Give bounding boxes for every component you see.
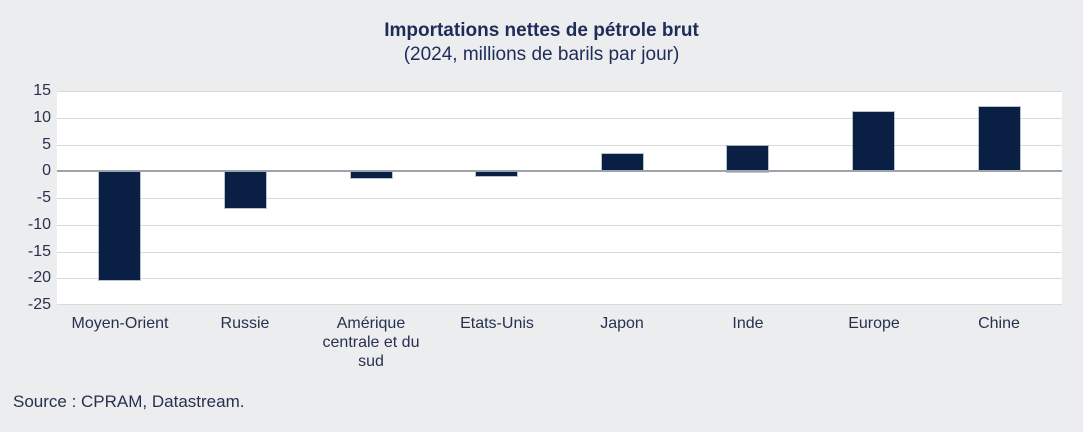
x-tick-label: Etats-Unis [460, 315, 534, 332]
bar-Chine [978, 106, 1021, 172]
bar-Russie [224, 170, 267, 209]
gridline [57, 198, 1062, 199]
bar-Europe [852, 111, 895, 172]
gridline [57, 252, 1062, 253]
x-tick-label: Inde [732, 315, 764, 332]
gridline [57, 278, 1062, 279]
chart-subtitle: (2024, millions de barils par jour) [403, 44, 680, 65]
y-tick-label: -10 [27, 215, 51, 233]
gridline [57, 91, 1062, 92]
zero-axis-line [57, 170, 1062, 172]
gridline [57, 118, 1062, 119]
bar-Moyen-Orient [98, 170, 141, 281]
gridline [57, 145, 1062, 146]
chart-title: Importations nettes de pétrole brut [384, 20, 699, 41]
source-note: Source : CPRAM, Datastream. [13, 392, 245, 411]
y-tick-label: -25 [27, 296, 51, 313]
x-tick-label: Moyen-Orient [71, 315, 169, 332]
y-tick-label: -5 [36, 189, 51, 206]
x-tick-label: Russie [220, 315, 270, 332]
gridline [57, 304, 1062, 305]
x-tick-label: Chine [978, 315, 1020, 332]
x-tick-label: Europe [848, 315, 900, 332]
bar-Etats-Unis [475, 170, 518, 177]
y-axis: 15 10 5 0 -5 -10 -15 -20 -25 [0, 82, 51, 313]
bar-Inde [726, 145, 769, 173]
y-tick-label: 10 [33, 108, 51, 126]
y-tick-label: 5 [42, 135, 51, 153]
bar-Japon [601, 153, 644, 172]
x-tick-label: Amérique centrale et du sud [322, 315, 420, 370]
y-tick-label: -15 [27, 242, 51, 260]
x-tick-label: Japon [600, 315, 644, 332]
gridline [57, 225, 1062, 226]
y-tick-label: -20 [27, 269, 51, 287]
plot-area [57, 91, 1062, 305]
bar-Amérique centrale et du sud [350, 170, 393, 179]
y-tick-label: 0 [42, 162, 51, 180]
y-tick-label: 15 [33, 82, 51, 99]
